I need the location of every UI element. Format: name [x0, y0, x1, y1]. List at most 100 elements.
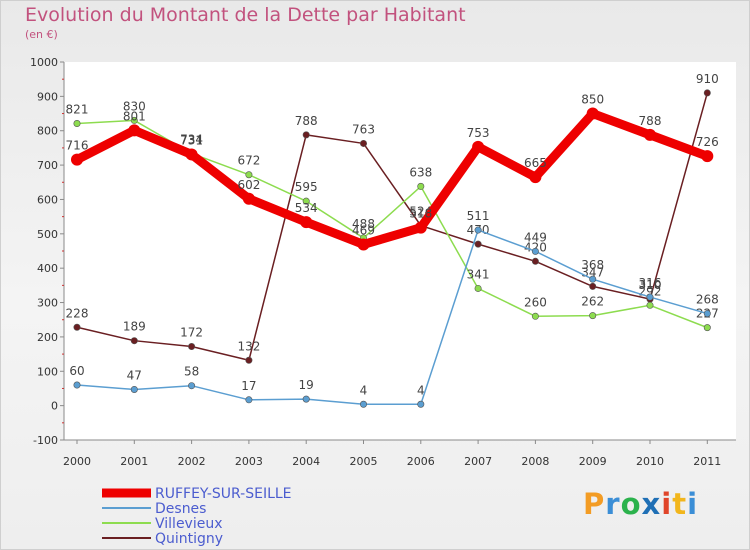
y-tick-label: 400	[37, 262, 58, 275]
data-point-ruffey-sur-seille	[644, 128, 656, 141]
data-label-ruffey-sur-seille: 753	[467, 126, 490, 140]
data-point-ruffey-sur-seille	[71, 153, 83, 166]
data-label-desnes: 58	[184, 365, 199, 379]
data-label-ruffey-sur-seille: 469	[352, 223, 375, 237]
x-tick-label: 2011	[693, 455, 721, 468]
x-tick-label: 2010	[636, 455, 664, 468]
legend-entry: Quintigny	[155, 531, 223, 547]
data-point-desnes	[474, 226, 482, 234]
data-point-villevieux	[302, 197, 310, 205]
data-label-desnes: 60	[69, 364, 84, 378]
data-label-quintigny: 788	[295, 114, 318, 128]
chart-title: Evolution du Montant de la Dette par Hab…	[25, 4, 466, 26]
data-label-ruffey-sur-seille: 716	[66, 139, 89, 153]
x-tick-label: 2002	[178, 455, 206, 468]
data-point-desnes	[188, 382, 196, 390]
y-tick-label: 600	[37, 193, 58, 206]
data-label-ruffey-sur-seille: 602	[237, 178, 260, 192]
data-point-villevieux	[474, 284, 482, 292]
logo-letter: r	[605, 487, 621, 521]
data-label-quintigny: 910	[696, 72, 719, 86]
data-point-ruffey-sur-seille	[300, 216, 313, 229]
data-label-ruffey-sur-seille: 731	[180, 133, 203, 147]
data-point-quintigny	[73, 323, 81, 331]
data-label-quintigny: 172	[180, 326, 203, 340]
logo-letter: P	[583, 487, 606, 521]
data-point-villevieux	[130, 116, 138, 124]
data-point-villevieux	[531, 312, 539, 320]
data-label-ruffey-sur-seille: 726	[696, 135, 719, 149]
x-tick-label: 2008	[521, 455, 549, 468]
data-point-quintigny	[130, 337, 138, 345]
data-label-villevieux: 672	[237, 154, 260, 168]
x-tick-label: 2003	[235, 455, 263, 468]
data-point-villevieux	[417, 182, 425, 190]
data-point-villevieux	[646, 301, 654, 309]
plot-area	[64, 62, 736, 440]
y-tick-label: -100	[33, 434, 58, 447]
data-label-villevieux: 830	[123, 99, 146, 113]
data-label-villevieux: 260	[524, 295, 547, 309]
data-label-ruffey-sur-seille: 850	[581, 93, 604, 107]
data-point-ruffey-sur-seille	[701, 150, 714, 163]
logo-letter: o	[620, 487, 642, 521]
data-label-desnes: 268	[696, 293, 719, 307]
chart-subtitle: (en €)	[25, 28, 58, 41]
data-label-quintigny: 228	[66, 306, 89, 320]
data-label-quintigny: 310	[639, 278, 662, 292]
data-label-villevieux: 341	[467, 267, 490, 281]
data-label-desnes: 4	[360, 383, 368, 397]
legend-entry: Villevieux	[155, 516, 223, 532]
y-tick-label: 500	[37, 228, 58, 241]
data-point-quintigny	[188, 343, 196, 351]
data-label-ruffey-sur-seille: 665	[524, 156, 547, 170]
data-point-villevieux	[589, 312, 597, 320]
data-label-desnes: 17	[241, 379, 256, 393]
y-tick-label: 900	[37, 90, 58, 103]
y-tick-label: 800	[37, 125, 58, 138]
data-point-quintigny	[531, 257, 539, 265]
data-point-ruffey-sur-seille	[357, 238, 370, 251]
data-point-villevieux	[245, 171, 253, 179]
data-label-villevieux: 262	[581, 295, 604, 309]
data-label-ruffey-sur-seille: 518	[409, 207, 432, 221]
proxiti-logo: Proxiti	[583, 487, 698, 521]
data-point-ruffey-sur-seille	[185, 148, 198, 161]
x-tick-label: 2004	[292, 455, 320, 468]
logo-letter: t	[672, 487, 688, 521]
data-label-villevieux: 821	[66, 103, 89, 117]
data-point-villevieux	[703, 324, 711, 332]
x-tick-label: 2005	[350, 455, 378, 468]
x-tick-label: 2009	[579, 455, 607, 468]
data-point-desnes	[417, 400, 425, 408]
data-label-quintigny: 420	[524, 240, 547, 254]
data-label-desnes: 4	[417, 383, 425, 397]
data-label-desnes: 47	[127, 368, 142, 382]
series-line-desnes	[76, 229, 709, 406]
data-point-ruffey-sur-seille	[242, 192, 255, 205]
data-label-quintigny: 189	[123, 320, 146, 334]
data-point-ruffey-sur-seille	[586, 107, 599, 120]
data-point-ruffey-sur-seille	[128, 124, 141, 137]
data-point-quintigny	[359, 139, 367, 147]
logo-letter: i	[687, 487, 699, 521]
data-label-desnes: 511	[467, 209, 490, 223]
data-point-desnes	[531, 247, 539, 255]
data-point-quintigny	[703, 89, 711, 97]
data-label-desnes: 449	[524, 230, 547, 244]
x-tick-label: 2007	[464, 455, 492, 468]
data-label-ruffey-sur-seille: 788	[639, 114, 662, 128]
data-label-desnes: 368	[581, 258, 604, 272]
data-point-quintigny	[589, 282, 597, 290]
data-point-quintigny	[245, 356, 253, 364]
legend-entry: Desnes	[155, 501, 206, 517]
data-label-quintigny: 763	[352, 122, 375, 136]
series-line-quintigny	[76, 92, 709, 362]
data-point-quintigny	[302, 131, 310, 139]
data-label-ruffey-sur-seille: 801	[123, 109, 146, 123]
data-point-desnes	[302, 395, 310, 403]
data-point-desnes	[703, 310, 711, 318]
data-point-desnes	[359, 400, 367, 408]
data-point-desnes	[589, 275, 597, 283]
